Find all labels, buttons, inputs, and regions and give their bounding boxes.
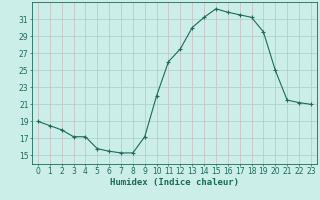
X-axis label: Humidex (Indice chaleur): Humidex (Indice chaleur) [110, 178, 239, 187]
